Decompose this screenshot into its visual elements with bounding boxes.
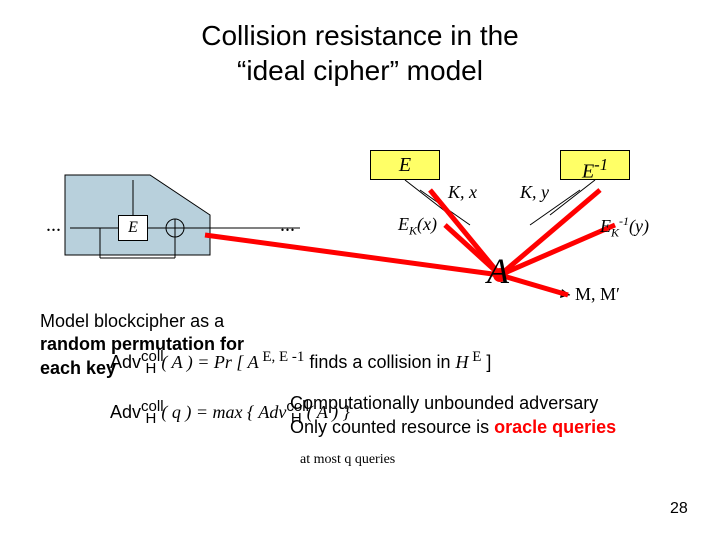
small-e-label: E xyxy=(128,219,138,236)
page-number: 28 xyxy=(670,500,688,518)
oracle-e-inv-sup: -1 xyxy=(594,155,608,174)
dots-left: ... xyxy=(46,214,61,237)
kx-label: K, x xyxy=(448,182,477,203)
oracle-e-box: E xyxy=(370,150,440,180)
oracle-e-inv-box: E-1 xyxy=(560,150,630,180)
adv-formula-2: AdvcollH ( q ) = max { AdvcollH ( A ) } xyxy=(110,398,350,427)
ekx-label: EK(x) xyxy=(398,214,437,239)
red-burst xyxy=(205,190,615,295)
oracle-e-inv-label: E xyxy=(582,161,594,183)
mm-label: M, M′ xyxy=(575,284,620,305)
eky-label: EK-1(y) xyxy=(600,214,649,241)
dots-right: ... xyxy=(280,214,295,237)
small-e-box: E xyxy=(118,215,148,241)
adv-formula-1: AdvcollH ( A ) = Pr [ A E, E -1 finds a … xyxy=(110,348,491,377)
oracle-e-label: E xyxy=(399,154,411,176)
adversary-a: A xyxy=(487,250,509,292)
ky-label: K, y xyxy=(520,182,549,203)
atmost-label: at most q queries xyxy=(300,450,395,468)
